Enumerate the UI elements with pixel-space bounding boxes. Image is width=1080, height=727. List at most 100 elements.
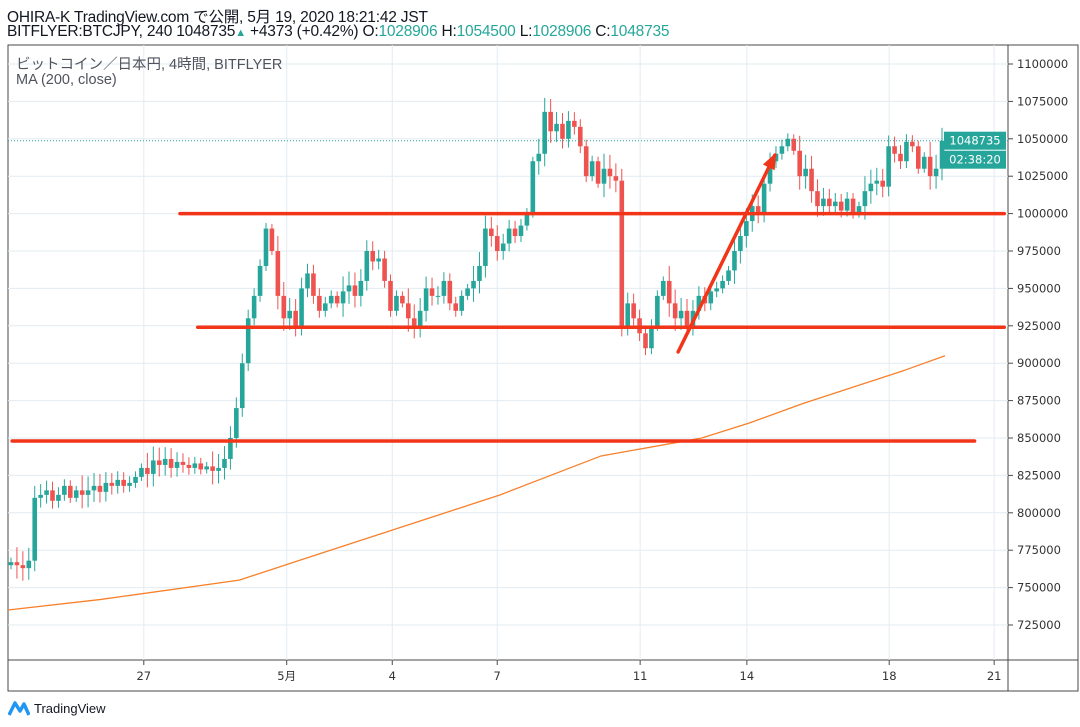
- candle: [174, 452, 180, 477]
- candle-body: [821, 198, 826, 207]
- candle: [791, 134, 797, 155]
- candle-body: [494, 236, 500, 251]
- candle-body: [180, 461, 186, 465]
- candle: [317, 288, 322, 318]
- candle: [162, 447, 168, 476]
- candle-body: [26, 560, 32, 569]
- candle-body: [263, 228, 269, 266]
- candle-body: [168, 458, 174, 468]
- candle: [228, 426, 233, 470]
- last-price: 1048735: [176, 23, 236, 40]
- candle-body: [257, 265, 263, 296]
- candle: [910, 135, 915, 153]
- candle: [560, 113, 565, 149]
- candle: [583, 139, 589, 183]
- candle-body: [773, 153, 779, 162]
- candle: [127, 476, 132, 492]
- candle: [56, 487, 61, 508]
- candle: [655, 290, 660, 331]
- x-tick-label: 18: [882, 669, 897, 683]
- candle-body: [732, 251, 737, 271]
- candle-body: [643, 333, 648, 349]
- candle-body: [429, 288, 435, 296]
- candle-body: [14, 562, 20, 566]
- candle: [643, 325, 648, 356]
- candle-body: [162, 458, 168, 465]
- candle-body: [649, 325, 654, 349]
- candle: [892, 136, 897, 163]
- candle: [293, 299, 298, 337]
- candle: [133, 471, 138, 488]
- candle-body: [38, 494, 43, 498]
- high-value: 1054500: [456, 23, 516, 40]
- countdown-badge: [944, 150, 1006, 169]
- candle: [518, 218, 524, 242]
- candle-body: [572, 120, 577, 127]
- candle: [245, 309, 251, 372]
- candle: [429, 277, 435, 306]
- candle: [20, 551, 26, 581]
- candle-body: [927, 156, 933, 177]
- candle: [305, 263, 310, 298]
- candle-body: [340, 291, 346, 304]
- candle: [589, 155, 595, 182]
- candle-body: [364, 251, 370, 281]
- candle-body: [287, 310, 293, 319]
- candle: [198, 457, 204, 475]
- y-tick-label: 950000: [1017, 281, 1061, 295]
- up-arrow-icon: ▲: [235, 27, 246, 39]
- candle: [251, 288, 257, 326]
- candle-body: [631, 303, 636, 319]
- y-tick-label: 850000: [1017, 431, 1061, 445]
- candle-body: [738, 236, 743, 251]
- candle: [156, 447, 162, 477]
- candle-body: [352, 285, 358, 296]
- candle: [933, 154, 939, 189]
- candle-body: [50, 490, 55, 501]
- y-tick-label: 775000: [1017, 543, 1061, 557]
- candle-body: [32, 497, 38, 561]
- candle: [477, 252, 482, 294]
- candle: [868, 169, 874, 204]
- symbol-info: BITFLYER:BTCJPY, 240 1048735▲ +4373 (+0.…: [7, 23, 670, 41]
- candle-body: [156, 460, 162, 465]
- y-tick-label: 1025000: [1017, 169, 1068, 183]
- y-tick-label: 925000: [1017, 319, 1061, 333]
- chart-legend-title: ビットコイン／日本円, 4時間, BITFLYER: [16, 57, 283, 73]
- candle: [210, 451, 215, 485]
- candle: [14, 547, 20, 579]
- candle-body: [293, 310, 298, 326]
- candle: [400, 291, 405, 308]
- y-tick-label: 1100000: [1017, 57, 1068, 71]
- candle: [915, 140, 921, 174]
- candle-body: [785, 138, 791, 147]
- candle-body: [79, 490, 85, 495]
- candle-body: [394, 295, 399, 311]
- candle: [827, 188, 832, 215]
- candle-body: [797, 150, 802, 177]
- candle-body: [696, 295, 702, 311]
- candle-body: [192, 463, 198, 468]
- candle: [73, 485, 79, 502]
- candle-body: [269, 228, 275, 251]
- candle-body: [880, 180, 886, 187]
- candle: [601, 153, 607, 198]
- y-tick-label: 800000: [1017, 506, 1061, 520]
- tradingview-logo[interactable]: TradingView: [8, 700, 106, 716]
- candle-body: [281, 295, 287, 319]
- candle-body: [68, 485, 73, 498]
- candle: [577, 119, 583, 154]
- candle-body: [151, 460, 156, 474]
- candle-body: [915, 146, 921, 169]
- candle-body: [73, 490, 79, 498]
- candle: [79, 475, 85, 509]
- indicator-legend[interactable]: MA (200, close): [16, 72, 117, 88]
- candle-body: [388, 280, 393, 311]
- y-tick-label: 900000: [1017, 356, 1061, 370]
- candle-body: [44, 490, 49, 495]
- candle: [417, 297, 423, 338]
- candle-body: [239, 363, 245, 409]
- candle: [376, 249, 381, 270]
- candle-body: [311, 273, 316, 296]
